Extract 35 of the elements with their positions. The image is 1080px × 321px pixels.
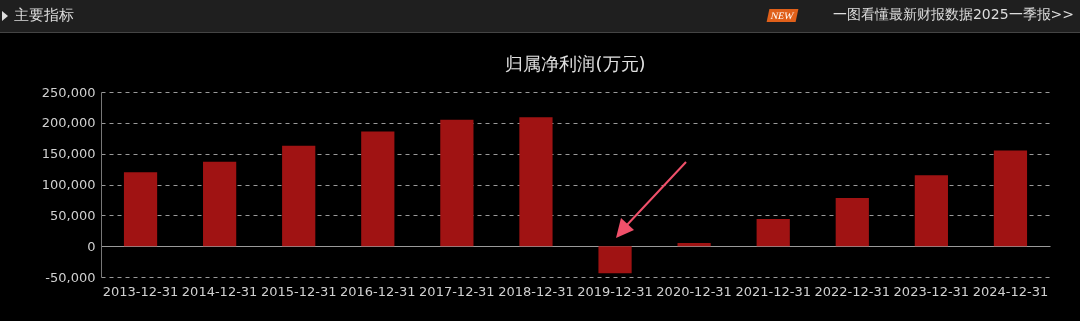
bar	[835, 198, 869, 247]
chart-title: 归属净利润(万元)	[505, 53, 646, 74]
y-tick-label: 200,000	[41, 115, 96, 131]
y-tick-label: -50,000	[45, 269, 96, 285]
x-tick-label: 2022-12-31	[814, 283, 891, 299]
x-tick-label: 2016-12-31	[340, 283, 416, 299]
x-tick-label: 2015-12-31	[260, 283, 337, 299]
bar	[993, 150, 1028, 247]
bar	[123, 172, 158, 247]
x-tick-label: 2023-12-31	[893, 283, 970, 299]
y-tick-label: 50,000	[50, 207, 96, 223]
y-tick-label: 100,000	[41, 177, 96, 192]
text: NEW	[766, 9, 799, 22]
bar	[756, 219, 790, 247]
text: 一图看懂最新财报数据2025一季报>>	[832, 6, 1074, 24]
bar	[677, 243, 711, 247]
bar	[598, 246, 632, 274]
x-tick-label: 2020-12-31	[656, 283, 732, 299]
y-tick-label: 250,000	[41, 84, 96, 100]
text: 主要指标	[14, 6, 74, 25]
bar	[440, 119, 474, 247]
x-tick-label: 2013-12-31	[102, 283, 179, 299]
x-tick-label: 2019-12-31	[577, 283, 653, 299]
y-tick-label: 150,000	[41, 146, 96, 162]
x-tick-label: 2024-12-31	[972, 283, 1049, 299]
bar	[361, 131, 395, 247]
bar	[282, 145, 316, 247]
bar	[519, 117, 553, 247]
x-tick-label: 2018-12-31	[498, 283, 574, 299]
bar	[914, 175, 948, 247]
x-tick-label: 2014-12-31	[181, 283, 258, 299]
x-tick-label: 2017-12-31	[419, 283, 495, 299]
bar	[203, 161, 237, 247]
x-tick-label: 2021-12-31	[735, 283, 811, 299]
y-tick-label: 0	[87, 238, 96, 254]
